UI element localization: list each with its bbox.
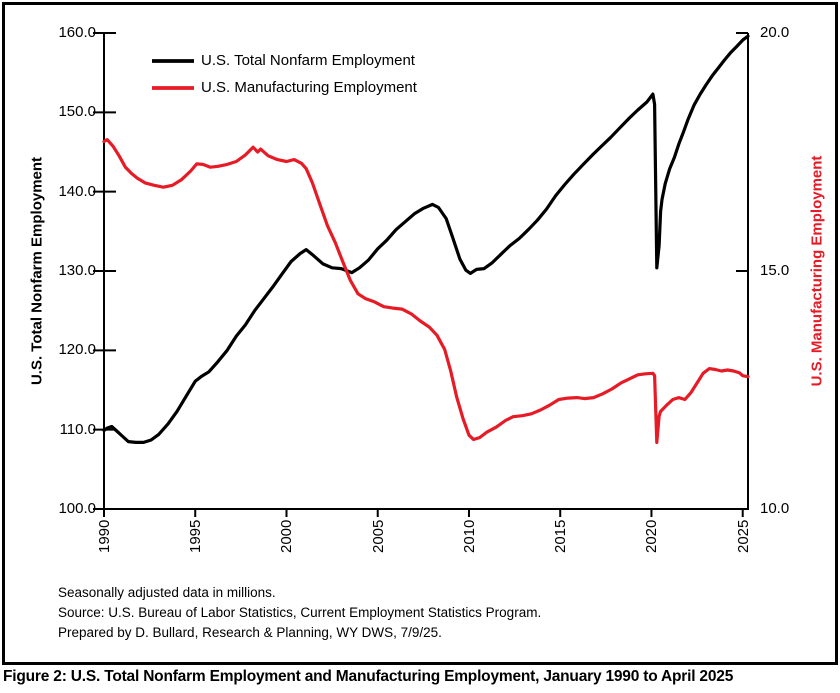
right-axis-tick-label: 15.0: [760, 262, 790, 279]
left-axis-tick-label: 140.0: [58, 182, 96, 200]
left-axis-title: U.S. Total Nonfarm Employment: [28, 156, 46, 386]
right-axis-tick-label: 10.0: [760, 500, 790, 517]
left-axis-tick-label: 120.0: [58, 341, 96, 359]
x-axis-tick-label: 1995: [187, 519, 205, 553]
x-axis-tick-label: 2000: [278, 519, 296, 553]
nonfarm-employment-line: [102, 34, 750, 444]
legend-label-manufacturing: U.S. Manufacturing Employment: [201, 79, 417, 96]
right-axis-tick-label: 20.0: [760, 24, 790, 41]
x-axis-tick-label: 2010: [460, 519, 478, 553]
right-axis-title: U.S. Manufacturing Employment: [808, 155, 826, 387]
note-line: Seasonally adjusted data in millions.: [58, 585, 276, 600]
left-axis-tick-label: 100.0: [58, 500, 96, 517]
left-axis-tick-label: 150.0: [58, 103, 96, 121]
manufacturing-employment-line: [102, 138, 750, 444]
note-line: Source: U.S. Bureau of Labor Statistics,…: [58, 605, 542, 620]
footnotes: Seasonally adjusted data in millions. So…: [58, 583, 541, 643]
employment-chart: [93, 32, 750, 517]
chart-frame: [2, 2, 838, 665]
note-line: Prepared by D. Bullard, Research & Plann…: [58, 625, 442, 640]
left-axis-tick-label: 110.0: [59, 420, 96, 438]
x-axis-tick-label: 2005: [369, 519, 387, 553]
x-axis-tick-label: 2015: [552, 519, 570, 553]
left-axis-tick-label: 160.0: [58, 24, 96, 41]
x-axis-tick-label: 2025: [734, 519, 752, 553]
x-axis-tick-label: 2020: [643, 519, 661, 553]
figure-caption: Figure 2: U.S. Total Nonfarm Employment …: [3, 668, 734, 685]
legend-label-nonfarm: U.S. Total Nonfarm Employment: [201, 52, 415, 69]
left-axis-tick-label: 130.0: [58, 262, 96, 279]
x-axis-tick-label: 1990: [96, 519, 113, 553]
